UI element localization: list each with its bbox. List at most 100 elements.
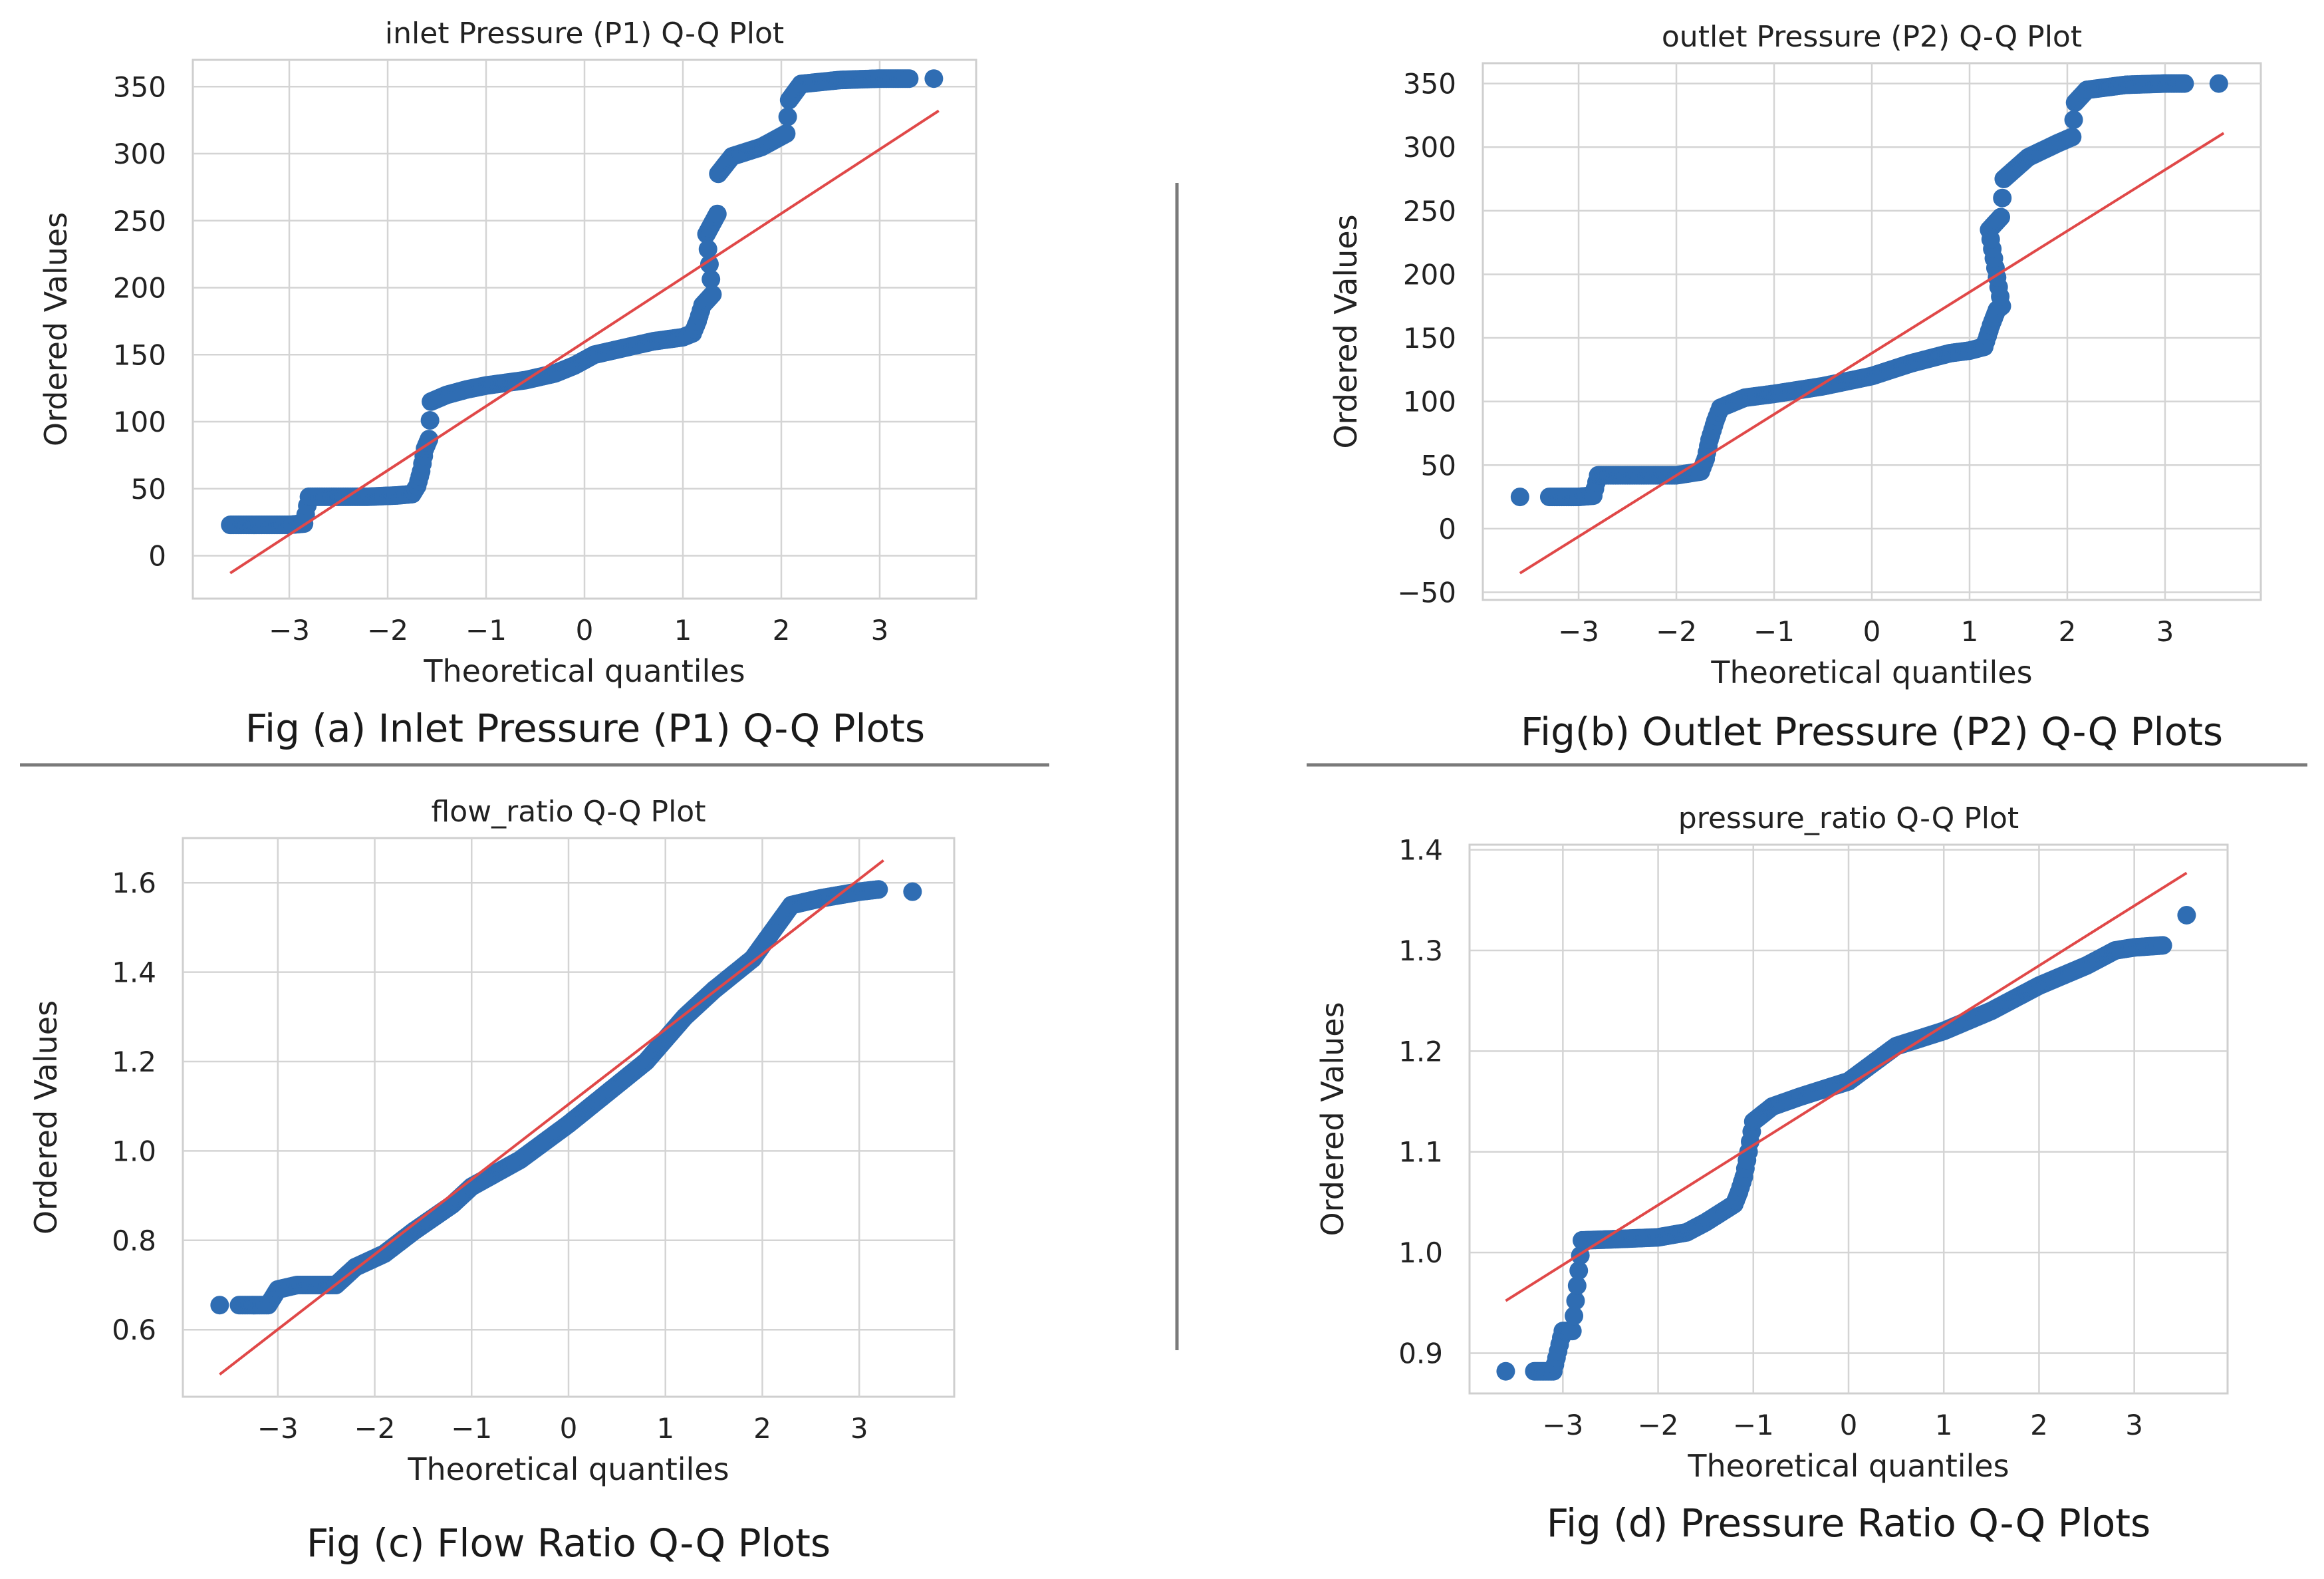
data-point bbox=[1992, 208, 2011, 227]
data-point bbox=[2064, 110, 2083, 130]
data-point bbox=[2175, 74, 2194, 93]
x-tick-label: 0 bbox=[576, 614, 594, 646]
x-tick-label: −2 bbox=[367, 614, 408, 646]
x-tick-label: 1 bbox=[1935, 1409, 1953, 1441]
y-tick-label: 50 bbox=[1421, 449, 1456, 482]
y-tick-label: 350 bbox=[113, 71, 166, 103]
chart-title: outlet Pressure (P2) Q-Q Plot bbox=[1662, 20, 2082, 54]
x-tick-label: 2 bbox=[773, 614, 791, 646]
x-tick-label: −3 bbox=[1542, 1409, 1583, 1441]
x-tick-label: 2 bbox=[2059, 615, 2077, 648]
data-point bbox=[2153, 936, 2172, 955]
x-tick-label: −3 bbox=[257, 1412, 299, 1445]
y-tick-label: 150 bbox=[1403, 322, 1456, 355]
data-point bbox=[1993, 188, 2012, 208]
y-tick-label: 1.1 bbox=[1398, 1136, 1443, 1169]
y-tick-label: 1.3 bbox=[1398, 934, 1443, 967]
x-axis-label: Theoretical quantiles bbox=[423, 653, 745, 689]
data-point bbox=[708, 204, 727, 223]
x-tick-label: −1 bbox=[465, 614, 507, 646]
y-tick-label: 200 bbox=[113, 272, 166, 305]
y-tick-label: 1.2 bbox=[112, 1046, 156, 1078]
chart-title: flow_ratio Q-Q Plot bbox=[432, 795, 706, 829]
data-point bbox=[702, 269, 721, 289]
x-tick-label: 0 bbox=[1840, 1409, 1858, 1441]
data-point bbox=[900, 69, 919, 88]
x-tick-label: 2 bbox=[753, 1412, 771, 1445]
x-tick-label: −1 bbox=[1753, 615, 1795, 648]
x-tick-label: 3 bbox=[2156, 615, 2174, 648]
x-tick-label: 1 bbox=[1961, 615, 1979, 648]
y-tick-label: 1.4 bbox=[112, 956, 156, 989]
x-axis-label: Theoretical quantiles bbox=[1710, 654, 2032, 690]
x-tick-label: 2 bbox=[2030, 1409, 2048, 1441]
data-point bbox=[2177, 905, 2196, 925]
y-tick-label: 100 bbox=[113, 406, 166, 438]
y-tick-label: 1.4 bbox=[1398, 834, 1443, 867]
data-point bbox=[1566, 1291, 1585, 1310]
data-point bbox=[2063, 127, 2082, 146]
data-point bbox=[869, 880, 888, 899]
y-tick-label: 1.2 bbox=[1398, 1035, 1443, 1068]
y-tick-label: 0.9 bbox=[1398, 1337, 1443, 1369]
y-axis-label: Ordered Values bbox=[38, 212, 74, 446]
y-tick-label: 150 bbox=[113, 339, 166, 371]
x-tick-label: −2 bbox=[1656, 615, 1697, 648]
x-tick-label: −1 bbox=[451, 1412, 492, 1445]
figure-caption: Fig (c) Flow Ratio Q-Q Plots bbox=[307, 1520, 831, 1566]
data-point bbox=[1567, 1276, 1587, 1296]
chart-title: inlet Pressure (P1) Q-Q Plot bbox=[385, 17, 784, 51]
y-tick-label: 350 bbox=[1403, 68, 1456, 100]
x-tick-label: −2 bbox=[354, 1412, 396, 1445]
data-point bbox=[1569, 1261, 1589, 1280]
y-tick-label: 100 bbox=[1403, 386, 1456, 418]
figure-caption: Fig(b) Outlet Pressure (P2) Q-Q Plots bbox=[1521, 709, 2223, 754]
y-tick-label: −50 bbox=[1397, 577, 1456, 609]
data-point bbox=[700, 255, 719, 274]
y-tick-label: 250 bbox=[113, 205, 166, 237]
y-tick-label: 0 bbox=[148, 540, 166, 573]
y-tick-label: 1.6 bbox=[112, 867, 156, 899]
figure-caption: Fig (a) Inlet Pressure (P1) Q-Q Plots bbox=[245, 706, 925, 751]
x-tick-label: −1 bbox=[1733, 1409, 1774, 1441]
x-tick-label: 3 bbox=[871, 614, 889, 646]
x-axis-label: Theoretical quantiles bbox=[1687, 1448, 2009, 1484]
fit-line bbox=[229, 109, 940, 575]
y-tick-label: 1.0 bbox=[1398, 1236, 1443, 1269]
data-point bbox=[703, 285, 722, 304]
data-point bbox=[2209, 74, 2228, 93]
x-tick-label: −2 bbox=[1638, 1409, 1679, 1441]
x-tick-label: 0 bbox=[1863, 615, 1881, 648]
data-point bbox=[924, 69, 944, 88]
y-tick-label: 0.6 bbox=[112, 1314, 156, 1346]
data-point bbox=[420, 411, 440, 430]
data-point bbox=[777, 124, 796, 143]
y-axis-label: Ordered Values bbox=[1315, 1002, 1351, 1236]
y-tick-label: 0.8 bbox=[112, 1224, 156, 1257]
x-axis-label: Theoretical quantiles bbox=[407, 1451, 729, 1487]
data-point bbox=[1565, 1306, 1584, 1326]
y-axis-label: Ordered Values bbox=[1328, 214, 1364, 448]
y-tick-label: 300 bbox=[1403, 131, 1456, 164]
data-point bbox=[903, 882, 922, 901]
fit-line bbox=[219, 859, 884, 1375]
y-tick-label: 0 bbox=[1438, 513, 1456, 545]
x-tick-label: 0 bbox=[560, 1412, 578, 1445]
data-point bbox=[420, 430, 439, 449]
data-point bbox=[778, 107, 797, 126]
fit-line bbox=[1505, 871, 2188, 1302]
x-tick-label: −3 bbox=[1558, 615, 1599, 648]
y-tick-label: 1.0 bbox=[112, 1135, 156, 1167]
y-axis-label: Ordered Values bbox=[28, 1000, 64, 1234]
fit-line bbox=[1519, 132, 2225, 575]
figure-caption: Fig (d) Pressure Ratio Q-Q Plots bbox=[1547, 1501, 2150, 1546]
y-tick-label: 50 bbox=[131, 473, 166, 505]
x-tick-label: 1 bbox=[656, 1412, 674, 1445]
chart-title: pressure_ratio Q-Q Plot bbox=[1678, 801, 2019, 835]
y-tick-label: 200 bbox=[1403, 258, 1456, 291]
x-tick-label: 3 bbox=[2125, 1409, 2143, 1441]
y-tick-label: 250 bbox=[1403, 195, 1456, 227]
x-tick-label: 1 bbox=[674, 614, 692, 646]
x-tick-label: 3 bbox=[850, 1412, 868, 1445]
